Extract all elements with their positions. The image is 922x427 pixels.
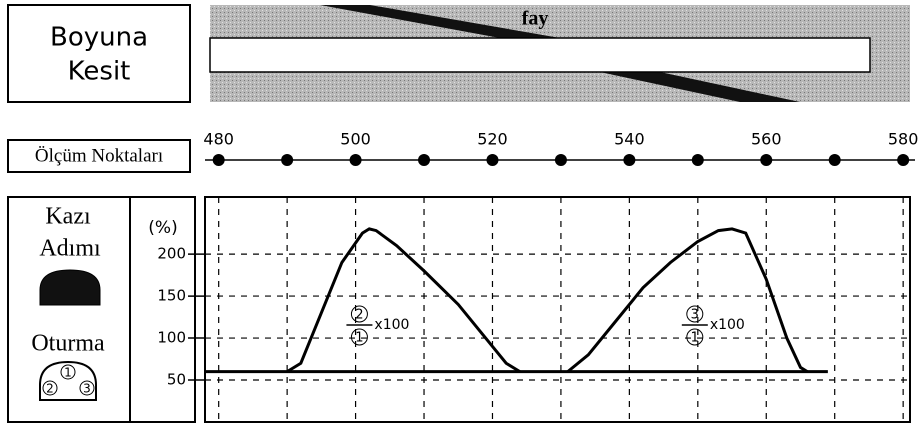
annotation-num: 2 — [355, 308, 363, 323]
points-box — [7, 139, 191, 173]
settlement-icon — [39, 360, 97, 401]
tunnel — [209, 37, 871, 73]
measure-point — [828, 154, 841, 166]
fault — [600, 72, 800, 102]
icon-circle — [60, 364, 76, 380]
y-tick-label: 100 — [157, 329, 186, 347]
legend-label: Adımı — [39, 236, 101, 262]
annotation-den: 1 — [355, 331, 363, 346]
y-tick-label: 150 — [157, 287, 186, 305]
x-tick-label: 480 — [203, 130, 234, 149]
measure-point — [281, 154, 294, 166]
fault — [320, 5, 560, 38]
measure-point — [623, 154, 636, 166]
fault-label: fay — [522, 8, 549, 30]
measure-point — [349, 154, 362, 166]
plot-frame — [204, 196, 911, 423]
icon-number: 3 — [83, 382, 91, 396]
measure-point — [212, 154, 225, 166]
x-tick-label: 580 — [888, 130, 919, 149]
section-label: Boyuna — [50, 23, 148, 53]
num-circle — [686, 305, 704, 323]
curve — [286, 227, 809, 373]
x-tick-label: 520 — [477, 130, 508, 149]
measure-point — [691, 154, 704, 166]
section-box — [7, 4, 191, 103]
num-circle — [686, 328, 704, 346]
x-tick-label: 500 — [340, 130, 371, 149]
measure-point — [486, 154, 499, 166]
icon-circle — [42, 380, 58, 396]
y-tick-label: 200 — [157, 245, 186, 263]
x-tick-label: 540 — [614, 130, 645, 149]
icon-circle — [79, 380, 95, 396]
icon-number: 1 — [64, 366, 72, 380]
annotation-num: 3 — [691, 308, 699, 323]
legend-label: Kazı — [45, 204, 91, 230]
annotation-text: x100 — [374, 317, 409, 333]
legend-box — [7, 196, 196, 423]
step-icon — [39, 269, 101, 306]
num-circle — [350, 305, 368, 323]
measure-point — [760, 154, 773, 166]
y-label: (%) — [148, 218, 177, 238]
section-label: Kesit — [68, 57, 131, 87]
y-tick-label: 50 — [167, 371, 186, 389]
annotation-den: 1 — [691, 331, 699, 346]
x-tick-label: 560 — [751, 130, 782, 149]
measure-point — [418, 154, 431, 166]
measure-point — [897, 154, 910, 166]
icon-number: 2 — [46, 382, 54, 396]
annotation-text: x100 — [710, 317, 745, 333]
num-circle — [350, 328, 368, 346]
points-label: Ölçüm Noktaları — [35, 145, 163, 166]
legend-label: Oturma — [31, 331, 105, 357]
measure-point — [554, 154, 567, 166]
